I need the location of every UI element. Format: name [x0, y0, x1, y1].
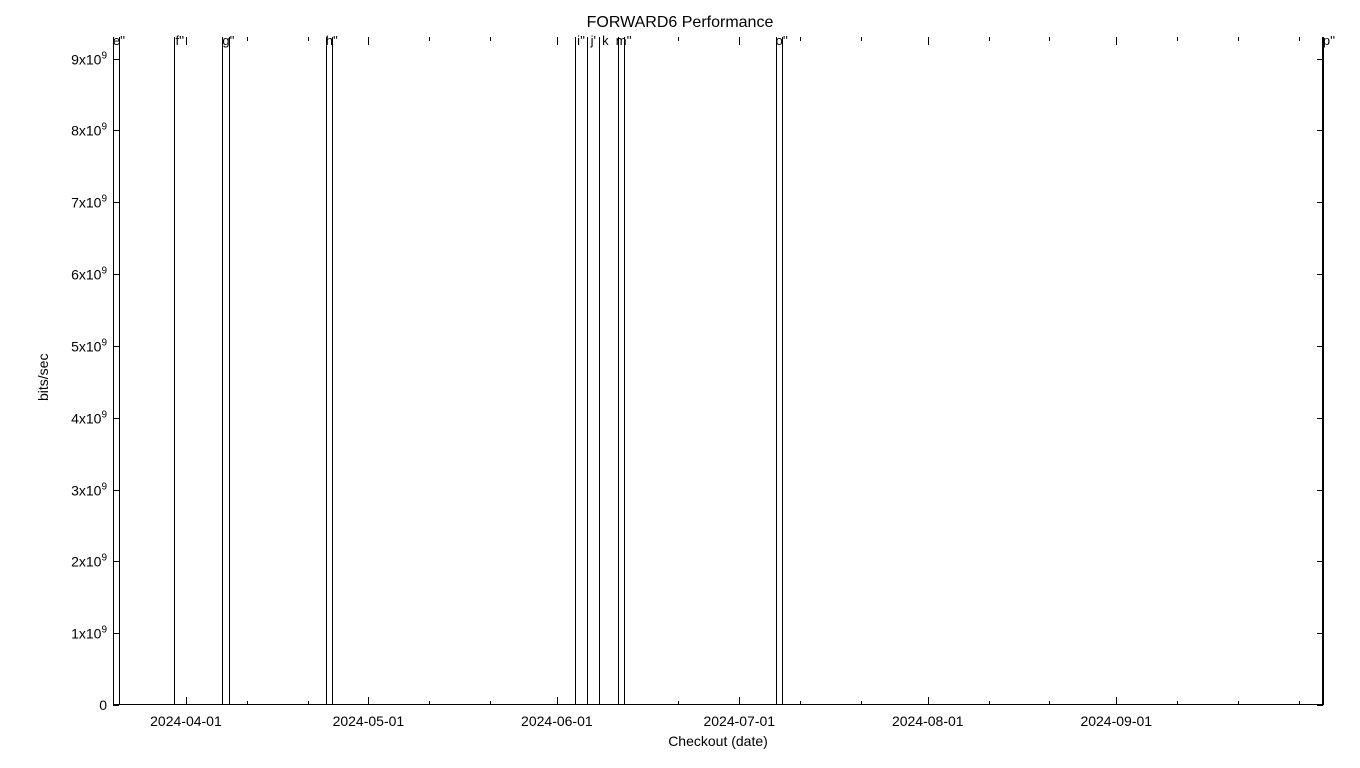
impulse-label: p'' [1323, 33, 1335, 48]
x-minor-tick-mark [429, 37, 430, 41]
x-tick-mark [557, 697, 558, 705]
x-tick-mark [739, 697, 740, 705]
x-minor-tick-mark [1049, 701, 1050, 705]
x-minor-tick-mark [678, 37, 679, 41]
y-tick-mark [113, 705, 119, 706]
x-tick-mark [186, 37, 187, 45]
x-tick-mark [368, 37, 369, 45]
impulse-label: f'' [176, 33, 185, 48]
y-tick-label: 3x109 [71, 481, 113, 498]
y-tick-label: 7x109 [71, 194, 113, 211]
x-minor-tick-mark [800, 701, 801, 705]
impulse-bar [229, 37, 230, 705]
impulse-bar [782, 37, 783, 705]
y-tick-label: 9x109 [71, 50, 113, 67]
x-minor-tick-mark [429, 701, 430, 705]
impulse-bar [618, 37, 619, 705]
x-tick-mark [186, 697, 187, 705]
x-minor-tick-mark [247, 37, 248, 41]
x-tick-mark [928, 697, 929, 705]
x-tick-mark [1116, 37, 1117, 45]
x-tick-mark [928, 37, 929, 45]
x-tick-label: 2024-08-01 [892, 705, 964, 729]
x-minor-tick-mark [1177, 37, 1178, 41]
x-minor-tick-mark [1049, 37, 1050, 41]
y-tick-label: 4x109 [71, 409, 113, 426]
x-minor-tick-mark [1177, 701, 1178, 705]
plot-area: 01x1092x1093x1094x1095x1096x1097x1098x10… [113, 37, 1323, 705]
impulse-label: k [602, 33, 609, 48]
impulse-bar [776, 37, 777, 705]
x-tick-mark [368, 697, 369, 705]
x-minor-tick-mark [490, 701, 491, 705]
impulse-bar [113, 37, 114, 705]
x-minor-tick-mark [1299, 37, 1300, 41]
x-tick-label: 2024-09-01 [1080, 705, 1152, 729]
chart-container: FORWARD6 Performance 01x1092x1093x1094x1… [0, 0, 1360, 768]
x-tick-label: 2024-06-01 [521, 705, 593, 729]
x-minor-tick-mark [678, 701, 679, 705]
impulse-bar [1323, 37, 1324, 705]
x-tick-label: 2024-05-01 [333, 705, 405, 729]
impulse-bar [174, 37, 175, 705]
x-minor-tick-mark [490, 37, 491, 41]
impulse-bar [119, 37, 120, 705]
y-tick-mark [1317, 705, 1323, 706]
impulse-bar [222, 37, 223, 705]
impulse-bar [575, 37, 576, 705]
x-minor-tick-mark [861, 37, 862, 41]
impulse-bar [326, 37, 327, 705]
impulse-bar [332, 37, 333, 705]
x-minor-tick-mark [1299, 701, 1300, 705]
x-tick-mark [1116, 697, 1117, 705]
y-axis-label: bits/sec [35, 354, 51, 401]
impulse-bar [624, 37, 625, 705]
y-tick-label: 2x109 [71, 553, 113, 570]
impulse-bar [587, 37, 588, 705]
x-minor-tick-mark [308, 37, 309, 41]
x-tick-label: 2024-04-01 [150, 705, 222, 729]
y-tick-label: 5x109 [71, 338, 113, 355]
x-minor-tick-mark [800, 37, 801, 41]
impulse-label: j' [591, 33, 596, 48]
x-minor-tick-mark [861, 701, 862, 705]
x-tick-label: 2024-07-01 [703, 705, 775, 729]
x-minor-tick-mark [1238, 701, 1239, 705]
y-tick-label: 0 [99, 697, 113, 713]
impulse-label: i'' [577, 33, 585, 48]
x-minor-tick-mark [1238, 37, 1239, 41]
x-tick-mark [739, 37, 740, 45]
chart-title: FORWARD6 Performance [0, 14, 1360, 32]
x-axis-label: Checkout (date) [113, 733, 1323, 749]
y-tick-label: 1x109 [71, 625, 113, 642]
y-tick-label: 8x109 [71, 122, 113, 139]
x-tick-mark [557, 37, 558, 45]
x-minor-tick-mark [308, 701, 309, 705]
y-tick-label: 6x109 [71, 266, 113, 283]
x-minor-tick-mark [989, 37, 990, 41]
x-minor-tick-mark [247, 701, 248, 705]
x-minor-tick-mark [989, 701, 990, 705]
impulse-bar [599, 37, 600, 705]
